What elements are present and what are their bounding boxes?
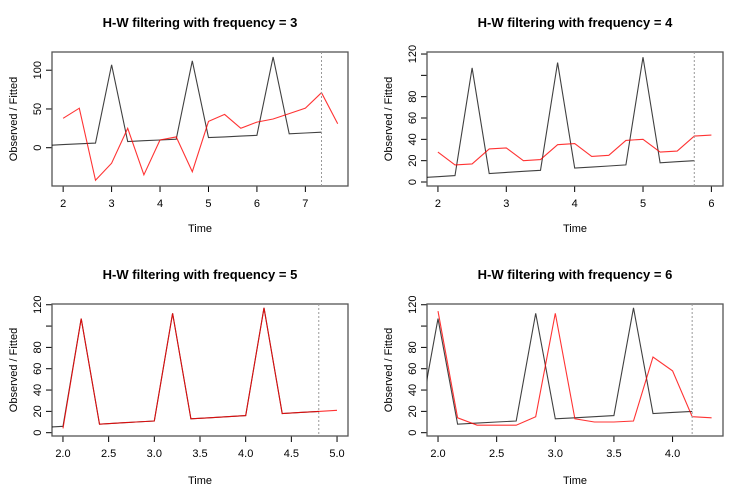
panel-1: H-W filtering with frequency = 3 Time Obse… (8, 15, 349, 235)
x-axis-label: Time (188, 223, 212, 235)
fitted-series-line (437, 311, 712, 426)
x-tick-label: 5 (205, 198, 211, 210)
y-tick-label: 0 (407, 179, 419, 185)
x-tick-label: 2.0 (430, 448, 445, 460)
plot-frame (426, 303, 724, 437)
observed-series-line (427, 307, 693, 425)
chart-title: H-W filtering with frequency = 6 (478, 267, 673, 282)
plot-area (427, 304, 712, 436)
y-tick-label: 60 (32, 363, 44, 375)
y-tick-label: 50 (32, 103, 44, 115)
y-tick-label: 40 (407, 384, 419, 396)
fitted-series-line (62, 91, 339, 182)
x-tick-label: 3 (503, 198, 509, 210)
y-tick-label: 80 (407, 341, 419, 353)
chart-title: H-W filtering with frequency = 5 (103, 267, 298, 282)
y-tick-label: 80 (407, 91, 419, 103)
x-tick-label: 6 (708, 198, 714, 210)
y-axis: 0 20 40 60 80 120 (407, 296, 428, 436)
panel-4: H-W filtering with frequency = 6 Time Obse… (383, 267, 724, 487)
chart-title: H-W filtering with frequency = 4 (478, 15, 673, 30)
observed-series-line (427, 57, 695, 178)
plot-frame (51, 303, 349, 437)
plot-area (427, 52, 712, 186)
y-axis: 0 20 40 60 80 120 (407, 45, 428, 185)
y-tick-label: 0 (407, 430, 419, 436)
plot-area (52, 304, 338, 436)
y-tick-label: 20 (407, 405, 419, 417)
x-tick-label: 2.5 (489, 448, 504, 460)
y-axis-label: Observed / Fitted (383, 328, 395, 412)
x-axis-label: Time (563, 475, 587, 487)
x-tick-label: 3.0 (147, 448, 162, 460)
observed-series-line (52, 56, 322, 146)
y-axis-label: Observed / Fitted (8, 328, 20, 412)
y-tick-label: 60 (407, 112, 419, 124)
x-axis: 2.0 2.5 3.0 3.5 4.0 4.5 5.0 (55, 435, 345, 460)
plot-area (52, 52, 339, 186)
y-axis-label: Observed / Fitted (383, 77, 395, 161)
x-axis: 2.0 2.5 3.0 3.5 4.0 (430, 435, 680, 460)
x-tick-label: 2.5 (101, 448, 116, 460)
y-tick-label: 60 (407, 363, 419, 375)
x-axis: 2 3 4 5 6 (435, 185, 714, 210)
x-tick-label: 4 (572, 198, 578, 210)
y-tick-label: 0 (32, 430, 44, 436)
y-tick-label: 40 (32, 384, 44, 396)
y-tick-label: 20 (407, 155, 419, 167)
y-tick-label: 20 (32, 405, 44, 417)
x-tick-label: 4.5 (284, 448, 299, 460)
y-axis: 0 50 100 (32, 61, 53, 151)
y-tick-label: 80 (32, 341, 44, 353)
y-axis-label: Observed / Fitted (8, 77, 20, 161)
x-tick-label: 4.0 (238, 448, 253, 460)
x-tick-label: 2 (435, 198, 441, 210)
y-tick-label: 120 (407, 45, 419, 63)
x-tick-label: 3.5 (192, 448, 207, 460)
x-tick-label: 3 (109, 198, 115, 210)
fitted-series-line (62, 307, 338, 429)
y-axis: 0 20 40 60 80 120 (32, 296, 53, 436)
x-tick-label: 4 (157, 198, 163, 210)
panel-2: H-W filtering with frequency = 4 Time Obse… (383, 15, 724, 235)
y-tick-label: 120 (32, 296, 44, 314)
x-tick-label: 6 (254, 198, 260, 210)
x-axis-label: Time (563, 223, 587, 235)
y-tick-label: 120 (407, 296, 419, 314)
x-axis-label: Time (188, 475, 212, 487)
x-tick-label: 3.0 (548, 448, 563, 460)
x-tick-label: 7 (302, 198, 308, 210)
y-tick-label: 40 (407, 133, 419, 145)
x-tick-label: 3.5 (606, 448, 621, 460)
y-tick-label: 0 (32, 145, 44, 151)
plot-frame (426, 51, 724, 187)
x-tick-label: 2 (60, 198, 66, 210)
x-axis: 2 3 4 5 6 7 (60, 185, 308, 210)
panel-3: H-W filtering with frequency = 5 Time Obse… (8, 267, 349, 487)
x-tick-label: 2.0 (55, 448, 70, 460)
x-tick-label: 5.0 (329, 448, 344, 460)
chart-title: H-W filtering with frequency = 3 (103, 15, 298, 30)
plot-frame (51, 51, 349, 187)
fitted-series-line (437, 134, 712, 166)
y-tick-label: 100 (32, 61, 44, 79)
x-tick-label: 5 (640, 198, 646, 210)
x-tick-label: 4.0 (665, 448, 680, 460)
